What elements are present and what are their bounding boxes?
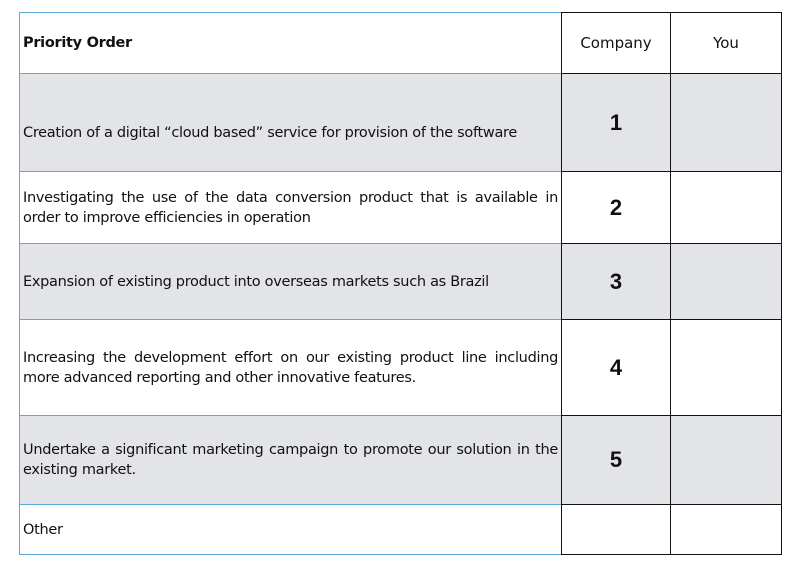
row-text: Investigating the use of the data conver…	[23, 189, 558, 226]
you-rank-input[interactable]	[670, 415, 782, 505]
header-priority-label: Priority Order	[23, 35, 132, 51]
you-rank-input[interactable]	[670, 73, 782, 172]
you-rank-input[interactable]	[670, 504, 782, 555]
header-you: You	[670, 12, 782, 74]
row-text: Creation of a digital “cloud based” serv…	[23, 125, 518, 141]
table-row-text: Undertake a significant marketing campai…	[19, 415, 561, 505]
header-priority-order: Priority Order	[19, 12, 561, 74]
table-row-text: Expansion of existing product into overs…	[19, 243, 561, 320]
company-rank: 5	[561, 415, 671, 505]
row-text: Expansion of existing product into overs…	[23, 273, 489, 290]
table-row-text: Increasing the development effort on our…	[19, 319, 561, 416]
table-row-text: Other	[19, 504, 561, 555]
header-company: Company	[561, 12, 671, 74]
company-rank: 2	[561, 171, 671, 244]
table-row-text: Investigating the use of the data conver…	[19, 171, 561, 244]
you-rank-input[interactable]	[670, 171, 782, 244]
row-text: Undertake a significant marketing campai…	[23, 442, 558, 478]
company-rank	[561, 504, 671, 555]
company-rank: 4	[561, 319, 671, 416]
row-text: Other	[23, 521, 63, 538]
company-rank: 3	[561, 243, 671, 320]
row-text: Increasing the development effort on our…	[23, 349, 558, 386]
company-rank: 1	[561, 73, 671, 172]
you-rank-input[interactable]	[670, 319, 782, 416]
table-row-text: Creation of a digital “cloud based” serv…	[19, 73, 561, 172]
you-rank-input[interactable]	[670, 243, 782, 320]
